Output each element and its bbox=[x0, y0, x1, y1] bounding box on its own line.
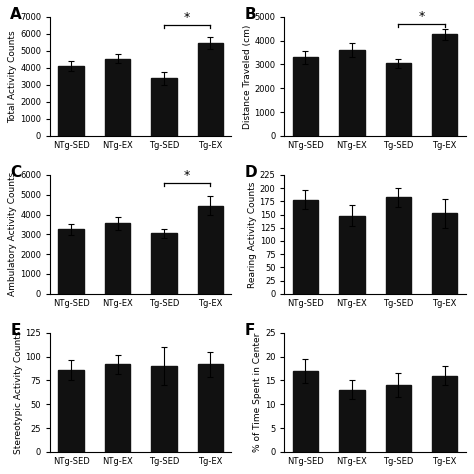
Bar bbox=[293, 371, 318, 452]
Bar bbox=[293, 57, 318, 136]
Y-axis label: Distance Traveled (cm): Distance Traveled (cm) bbox=[243, 24, 252, 128]
Text: F: F bbox=[245, 323, 255, 338]
Bar bbox=[293, 200, 318, 294]
Y-axis label: Ambulatory Activity Counts: Ambulatory Activity Counts bbox=[9, 172, 18, 297]
Bar bbox=[151, 78, 177, 136]
Text: B: B bbox=[245, 8, 256, 22]
Bar bbox=[198, 43, 223, 136]
Text: A: A bbox=[10, 8, 22, 22]
Bar bbox=[385, 64, 411, 136]
Bar bbox=[432, 376, 457, 452]
Bar bbox=[105, 58, 130, 136]
Text: *: * bbox=[184, 169, 191, 182]
Bar bbox=[58, 229, 84, 294]
Bar bbox=[339, 216, 365, 294]
Bar bbox=[58, 66, 84, 136]
Bar bbox=[58, 370, 84, 452]
Text: *: * bbox=[184, 11, 191, 24]
Y-axis label: Rearing Activity Counts: Rearing Activity Counts bbox=[248, 181, 257, 288]
Bar bbox=[151, 233, 177, 294]
Bar bbox=[339, 50, 365, 136]
Bar bbox=[432, 213, 457, 294]
Bar bbox=[339, 390, 365, 452]
Bar bbox=[432, 34, 457, 136]
Text: *: * bbox=[419, 10, 425, 23]
Y-axis label: Total Activity Counts: Total Activity Counts bbox=[9, 30, 18, 123]
Bar bbox=[385, 385, 411, 452]
Bar bbox=[385, 197, 411, 294]
Bar bbox=[105, 365, 130, 452]
Y-axis label: Stereotypic Activity Counts: Stereotypic Activity Counts bbox=[14, 330, 23, 454]
Text: E: E bbox=[10, 323, 21, 338]
Text: C: C bbox=[10, 165, 21, 181]
Bar bbox=[105, 223, 130, 294]
Bar bbox=[198, 206, 223, 294]
Bar bbox=[151, 366, 177, 452]
Text: D: D bbox=[245, 165, 257, 181]
Y-axis label: % of Time Spent in Center: % of Time Spent in Center bbox=[253, 333, 262, 452]
Bar bbox=[198, 365, 223, 452]
